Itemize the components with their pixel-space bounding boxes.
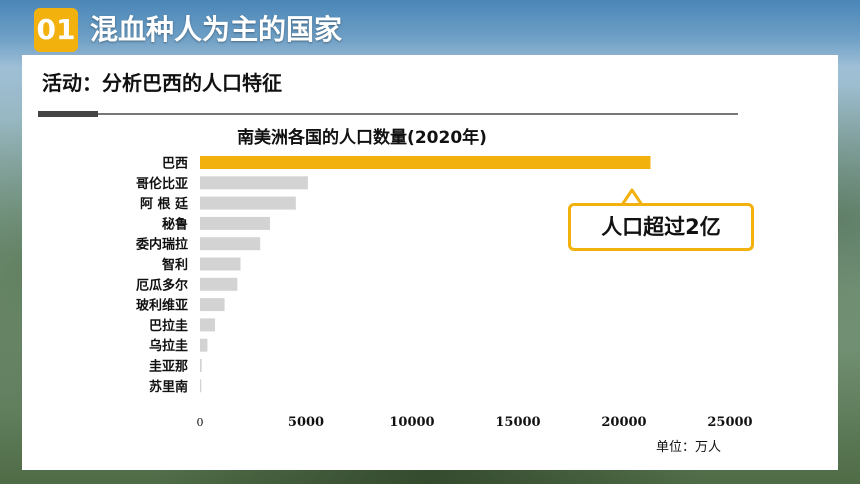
callout-bubble: 人口超过2亿 (568, 203, 754, 251)
x-tick-label: 5000 (288, 415, 324, 430)
x-tick-label: 10000 (389, 415, 434, 430)
highlight-bar (200, 156, 651, 169)
chart-title: 南美洲各国的人口数量(2020年) (237, 128, 487, 148)
category-label: 乌拉圭 (149, 338, 188, 354)
activity-heading: 活动：分析巴西的人口特征 (42, 71, 282, 95)
bar (200, 318, 216, 332)
bar (200, 359, 202, 372)
x-tick-label: 15000 (495, 415, 540, 430)
x-tick-label: 0 (197, 416, 204, 429)
category-label: 哥伦比亚 (136, 176, 188, 192)
divider-line (38, 113, 738, 115)
category-label: 厄瓜多尔 (136, 277, 188, 293)
bar (200, 257, 241, 271)
bar (200, 196, 296, 210)
category-label: 巴西 (162, 157, 188, 172)
bar (200, 237, 261, 251)
bar (200, 338, 208, 352)
unit-label: 单位：万人 (656, 440, 722, 455)
section-title: 混血种人为主的国家 (90, 13, 343, 46)
bar (200, 298, 225, 312)
category-label: 委内瑞拉 (135, 237, 188, 253)
category-label: 阿 根 廷 (140, 196, 189, 212)
category-label: 圭亚那 (149, 359, 188, 375)
bar (200, 277, 238, 291)
x-tick-label: 20000 (601, 415, 646, 430)
bar (200, 176, 308, 190)
bar (200, 379, 202, 393)
category-label: 秘鲁 (162, 216, 188, 232)
divider-accent (38, 111, 98, 117)
category-label: 玻利维亚 (136, 298, 188, 314)
section-number-badge: 01 (34, 8, 78, 52)
category-label: 巴拉圭 (149, 318, 188, 334)
bar (200, 216, 270, 230)
content-panel: 活动：分析巴西的人口特征 南美洲各国的人口数量(2020年) 巴西哥伦比亚阿 根… (22, 55, 838, 470)
category-label: 苏里南 (149, 379, 188, 395)
x-tick-label: 25000 (707, 415, 752, 430)
category-label: 智利 (162, 257, 188, 273)
